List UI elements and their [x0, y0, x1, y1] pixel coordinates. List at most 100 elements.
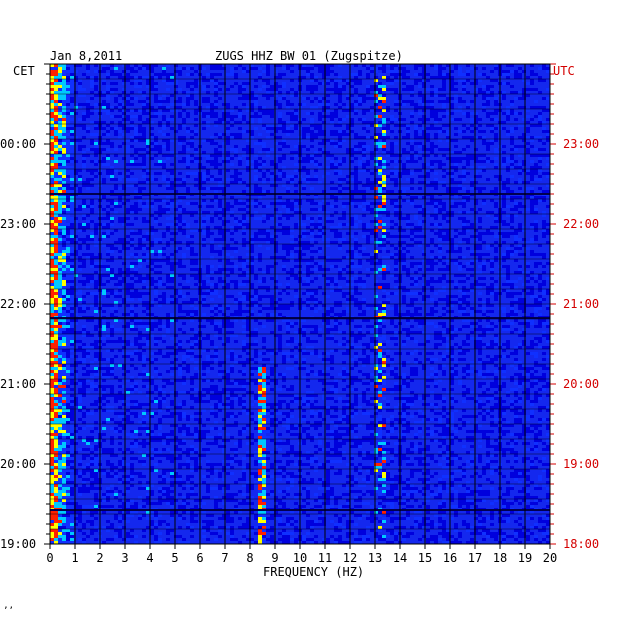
spectrogram-cell: [218, 277, 222, 280]
spectrogram-cell: [354, 247, 358, 250]
spectrogram-cell: [94, 133, 98, 136]
spectrogram-cell: [506, 235, 510, 238]
spectrogram-cell: [534, 154, 538, 157]
spectrogram-cell: [270, 304, 274, 307]
spectrogram-cell: [394, 76, 398, 79]
spectrogram-cell: [66, 250, 70, 253]
spectrogram-cell: [258, 298, 262, 301]
spectrogram-cell: [458, 304, 462, 307]
spectrogram-cell: [514, 73, 518, 76]
spectrogram-cell: [126, 76, 130, 79]
spectrogram-cell: [514, 241, 518, 244]
spectrogram-cell: [286, 292, 290, 295]
spectrogram-cell: [82, 280, 86, 283]
spectrogram-cell: [438, 67, 442, 70]
spectrogram-cell: [142, 238, 146, 241]
spectrogram-cell: [302, 178, 306, 181]
spectrogram-cell: [54, 220, 58, 223]
spectrogram-cell: [366, 184, 370, 187]
spectrogram-cell: [162, 259, 166, 262]
spectrogram-cell: [474, 187, 478, 190]
spectrogram-cell: [402, 67, 406, 70]
spectrogram-cell: [438, 118, 442, 121]
spectrogram-cell: [330, 307, 334, 310]
spectrogram-cell: [194, 313, 198, 316]
spectrogram-cell: [402, 286, 406, 289]
spectrogram-cell: [426, 118, 430, 121]
spectrogram-cell: [62, 277, 66, 280]
spectrogram-cell: [494, 202, 498, 205]
spectrogram-cell: [338, 106, 342, 109]
spectrogram-cell: [350, 253, 354, 256]
spectrogram-cell: [378, 181, 382, 184]
spectrogram-cell: [162, 79, 166, 82]
spectrogram-cell: [82, 199, 86, 202]
spectrogram-cell: [314, 106, 318, 109]
spectrogram-cell: [238, 298, 242, 301]
spectrogram-cell: [510, 307, 514, 310]
spectrogram-cell: [90, 220, 94, 223]
spectrogram-cell: [82, 295, 86, 298]
spectrogram-cell: [446, 250, 450, 253]
spectrogram-cell: [62, 211, 66, 214]
spectrogram-cell: [94, 226, 98, 229]
spectrogram-cell: [114, 88, 118, 91]
spectrogram-cell: [414, 205, 418, 208]
spectrogram-cell: [438, 232, 442, 235]
spectrogram-cell: [66, 175, 70, 178]
spectrogram-cell: [414, 154, 418, 157]
spectrogram-cell: [410, 304, 414, 307]
spectrogram-cell: [294, 109, 298, 112]
spectrogram-cell: [530, 124, 534, 127]
spectrogram-cell: [458, 247, 462, 250]
spectrogram-cell: [354, 265, 358, 268]
spectrogram-cell: [502, 232, 506, 235]
spectrogram-cell: [442, 184, 446, 187]
spectrogram-cell: [470, 181, 474, 184]
spectrogram-cell: [90, 235, 94, 238]
spectrogram-cell: [242, 265, 246, 268]
spectrogram-cell: [362, 190, 366, 193]
spectrogram-cell: [274, 286, 278, 289]
spectrogram-cell: [502, 196, 506, 199]
spectrogram-cell: [286, 130, 290, 133]
spectrogram-cell: [242, 259, 246, 262]
spectrogram-cell: [542, 196, 546, 199]
spectrogram-cell: [170, 79, 174, 82]
spectrogram-cell: [506, 109, 510, 112]
spectrogram-cell: [530, 277, 534, 280]
spectrogram-cell: [170, 127, 174, 130]
spectrogram-cell: [70, 298, 74, 301]
spectrogram-cell: [306, 289, 310, 292]
spectrogram-cell: [302, 271, 306, 274]
spectrogram-cell: [194, 91, 198, 94]
spectrogram-cell: [142, 94, 146, 97]
spectrogram-cell: [234, 178, 238, 181]
spectrogram-cell: [454, 187, 458, 190]
spectrogram-cell: [474, 229, 478, 232]
spectrogram-cell: [382, 268, 386, 271]
spectrogram-cell: [374, 229, 378, 232]
spectrogram-cell: [418, 151, 422, 154]
spectrogram-cell: [358, 151, 362, 154]
spectrogram-cell: [186, 247, 190, 250]
spectrogram-cell: [362, 298, 366, 301]
spectrogram-cell: [354, 298, 358, 301]
spectrogram-cell: [118, 172, 122, 175]
spectrogram-cell: [210, 160, 214, 163]
spectrogram-cell: [454, 286, 458, 289]
spectrogram-cell: [54, 232, 58, 235]
spectrogram-cell: [542, 142, 546, 145]
spectrogram-cell: [402, 298, 406, 301]
spectrogram-cell: [338, 88, 342, 91]
spectrogram-cell: [530, 106, 534, 109]
spectrogram-cell: [322, 262, 326, 265]
spectrogram-cell: [214, 73, 218, 76]
spectrogram-cell: [50, 238, 54, 241]
spectrogram-cell: [158, 304, 162, 307]
spectrogram-cell: [114, 241, 118, 244]
spectrogram-cell: [518, 181, 522, 184]
spectrogram-cell: [218, 250, 222, 253]
spectrogram-cell: [406, 169, 410, 172]
spectrogram-cell: [434, 202, 438, 205]
